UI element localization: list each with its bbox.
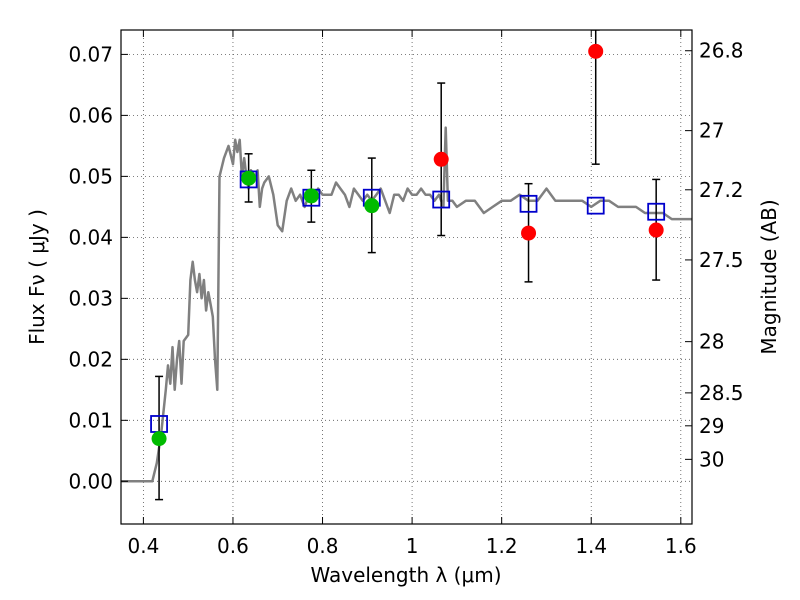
- y-tick-label: 0.05: [68, 164, 113, 188]
- x-tick-label: 1.6: [665, 534, 697, 558]
- green-data-point: [364, 198, 380, 214]
- model-photometry-square: [432, 190, 451, 209]
- red-data-point: [521, 225, 537, 241]
- x-tick-label: 1.2: [486, 534, 518, 558]
- red-data-point: [588, 43, 604, 59]
- y-tick-label: 0.02: [68, 347, 113, 371]
- green-data-point: [151, 431, 167, 447]
- x-axis-title: Wavelength λ (μm): [310, 563, 501, 587]
- y-axis-title: Flux Fν ( μJy ): [25, 209, 49, 345]
- y2-axis-title: Magnitude (AB): [757, 199, 781, 354]
- x-tick-label: 0.6: [217, 534, 249, 558]
- y2-tick-label: 30: [699, 447, 724, 471]
- plot-frame: [120, 29, 693, 525]
- y2-tick-label: 27.2: [699, 178, 744, 202]
- green-data-point: [303, 188, 319, 204]
- y2-tick-label: 26.8: [699, 39, 744, 63]
- x-tick-label: 1.4: [575, 534, 607, 558]
- ticks: 0.4 0.6 0.8 1 1.2 1.4 1.6 0.00 0.01 0.02 0.03 0.04 0…: [68, 30, 744, 558]
- y-tick-label: 0.03: [68, 286, 113, 310]
- x-tick-label: 0.4: [127, 534, 159, 558]
- x-tick-label: 1: [406, 534, 419, 558]
- series-layer: [121, 30, 692, 501]
- y2-tick-label: 27.5: [699, 248, 744, 272]
- plot-area: [121, 30, 692, 524]
- model-photometry-square: [586, 196, 605, 215]
- y-tick-label: 0.07: [68, 42, 113, 66]
- y-tick-label: 0.06: [68, 103, 113, 127]
- y2-tick-label: 28: [699, 330, 724, 354]
- y-tick-label: 0.04: [68, 225, 113, 249]
- x-tick-label: 0.8: [307, 534, 339, 558]
- model-photometry-square: [519, 194, 538, 213]
- y-tick-label: 0.00: [68, 469, 113, 493]
- y2-tick-label: 28.5: [699, 381, 744, 405]
- y2-tick-label: 27: [699, 119, 724, 143]
- red-data-point: [648, 222, 664, 238]
- red-data-point: [433, 151, 449, 167]
- model-photometry-square: [647, 202, 666, 221]
- green-data-point: [241, 170, 257, 186]
- y2-tick-label: 29: [699, 414, 724, 438]
- y-tick-label: 0.01: [68, 408, 113, 432]
